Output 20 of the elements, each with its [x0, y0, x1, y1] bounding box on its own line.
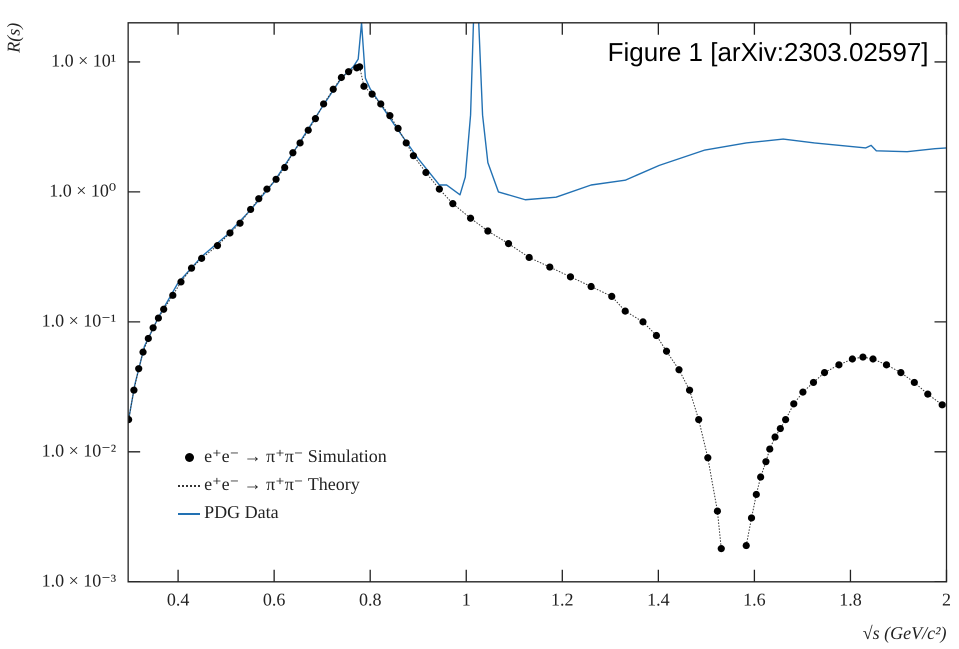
legend-label: e⁺e⁻ → π⁺π⁻ Simulation: [204, 446, 387, 466]
x-tick-label: 1.8: [839, 589, 862, 610]
x-tick-label: 2: [942, 589, 951, 610]
x-tick-label: 0.6: [262, 589, 286, 610]
y-tick-label: 1.0 × 10¹: [51, 50, 116, 71]
legend-label: PDG Data: [204, 502, 279, 522]
x-axis-title: √s (GeV/c²): [862, 622, 946, 643]
y-tick-label: 1.0 × 10⁻²: [42, 440, 116, 461]
x-tick-label: 0.4: [166, 589, 190, 610]
x-tick-label: 0.8: [358, 589, 382, 610]
y-axis-title: R(s): [4, 22, 24, 54]
legend-label: e⁺e⁻ → π⁺π⁻ Theory: [204, 474, 360, 494]
x-tick-label: 1.4: [647, 589, 670, 610]
x-tick-label: 1: [462, 589, 471, 610]
annotation: Figure 1 [arXiv:2303.02597]: [608, 36, 928, 68]
y-tick-label: 1.0 × 10⁻³: [42, 570, 117, 591]
x-tick-label: 1.2: [551, 589, 574, 610]
x-tick-label: 1.6: [743, 589, 766, 610]
y-tick-label: 1.0 × 10⁻¹: [42, 310, 116, 331]
y-tick-label: 1.0 × 10⁰: [49, 180, 116, 201]
